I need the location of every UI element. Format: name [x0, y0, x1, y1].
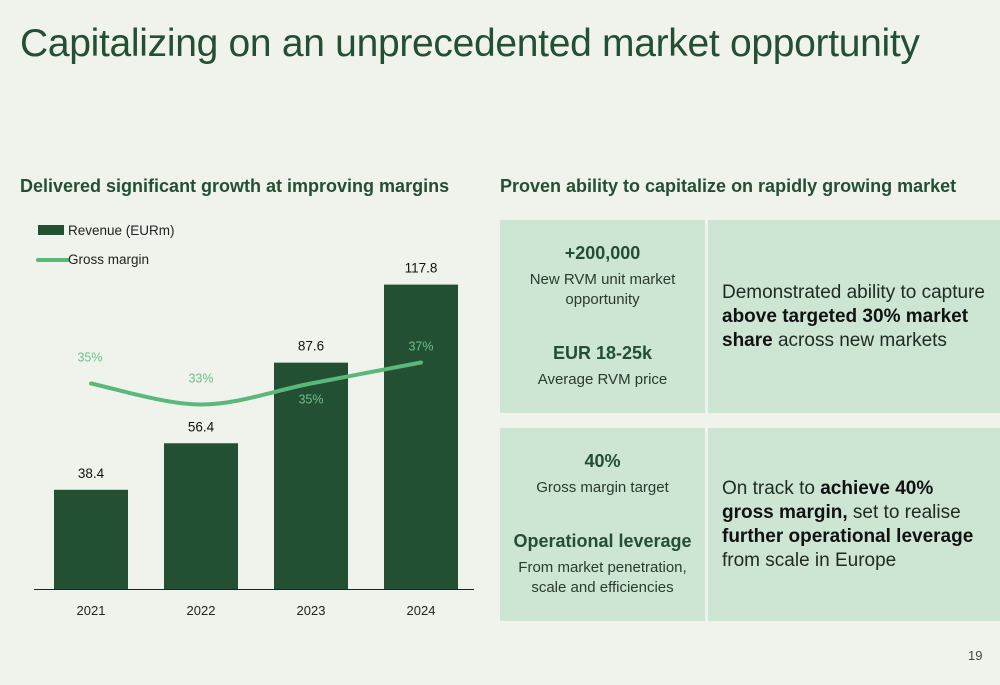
revenue-value-label: 56.4: [188, 419, 215, 434]
chart-svg: Revenue (EURm) Gross margin 38.4 2021 56.4 20…: [34, 223, 474, 618]
revenue-margin-chart: Revenue (EURm) Gross margin 38.4 2021 56.4 20…: [20, 215, 480, 630]
operational-leverage-value: Operational leverage: [513, 531, 692, 552]
rvm-price-value: EUR 18-25k: [552, 343, 653, 364]
unit-market-caption: New RVM unit market opportunity: [529, 270, 676, 308]
panel-2-stats: 40% Gross margin target Operational leve…: [500, 428, 705, 621]
revenue-value-label: 117.8: [405, 261, 438, 276]
legend-revenue-swatch: [38, 225, 64, 235]
x-tick-label: 2021: [77, 603, 106, 618]
legend-margin-label: Gross margin: [68, 252, 149, 267]
text-part: across new markets: [772, 329, 947, 351]
margin-track-text: On track to achieve 40% gross margin, se…: [722, 477, 986, 573]
gross-margin-line: [89, 360, 423, 407]
text-part: from scale in Europe: [722, 549, 897, 571]
text-emphasis: further operational leverage: [722, 525, 974, 547]
rvm-price-caption: Average RVM price: [537, 371, 668, 389]
revenue-bar: [164, 443, 238, 589]
gross-margin-label: 35%: [298, 393, 323, 407]
x-tick-label: 2022: [187, 603, 216, 618]
margin-target-panel: 40% Gross margin target Operational leve…: [500, 428, 1000, 621]
market-opportunity-panel: +200,000 New RVM unit market opportunity…: [500, 220, 1000, 413]
operational-leverage-stat: Operational leverage From market penetra…: [503, 531, 703, 598]
x-tick-label: 2024: [407, 603, 436, 618]
market-share-text: Demonstrated ability to capture above ta…: [722, 281, 986, 353]
market-section-title: Proven ability to capitalize on rapidly …: [500, 176, 957, 196]
revenue-value-label: 87.6: [298, 339, 324, 354]
legend-revenue-label: Revenue (EURm): [68, 223, 175, 238]
revenue-bar: [384, 284, 458, 589]
unit-market-stat: +200,000 New RVM unit market opportunity: [518, 243, 688, 310]
chart-section-title: Delivered significant growth at improvin…: [20, 176, 450, 196]
revenue-bar: [274, 362, 348, 589]
x-tick-label: 2023: [297, 603, 326, 618]
text-part: set to realise: [847, 501, 961, 523]
operational-leverage-caption: From market penetration, scale and effic…: [518, 559, 687, 597]
gross-margin-label: 35%: [77, 351, 102, 365]
panel-1-text: Demonstrated ability to capture above ta…: [708, 220, 1000, 413]
revenue-bar: [54, 489, 128, 589]
margin-target-caption: Gross margin target: [536, 478, 669, 496]
margin-target-stat: 40% Gross margin target: [536, 451, 669, 498]
unit-market-value: +200,000: [564, 242, 641, 263]
revenue-value-label: 38.4: [78, 466, 105, 481]
gross-margin-label: 33%: [188, 372, 213, 386]
text-part: On track to: [722, 477, 821, 499]
page-number: 19: [968, 648, 983, 663]
text-part: Demonstrated ability to capture: [722, 281, 985, 303]
panel-1-stats: +200,000 New RVM unit market opportunity…: [500, 220, 705, 413]
margin-target-value: 40%: [584, 450, 621, 471]
text-emphasis: achieve 40% gross margin,: [722, 477, 934, 523]
rvm-price-stat: EUR 18-25k Average RVM price: [538, 343, 668, 390]
text-emphasis: above targeted 30% market share: [722, 305, 969, 351]
panel-2-text: On track to achieve 40% gross margin, se…: [708, 428, 1000, 621]
page-title: Capitalizing on an unprecedented market …: [20, 22, 920, 65]
gross-margin-label: 37%: [408, 340, 433, 354]
